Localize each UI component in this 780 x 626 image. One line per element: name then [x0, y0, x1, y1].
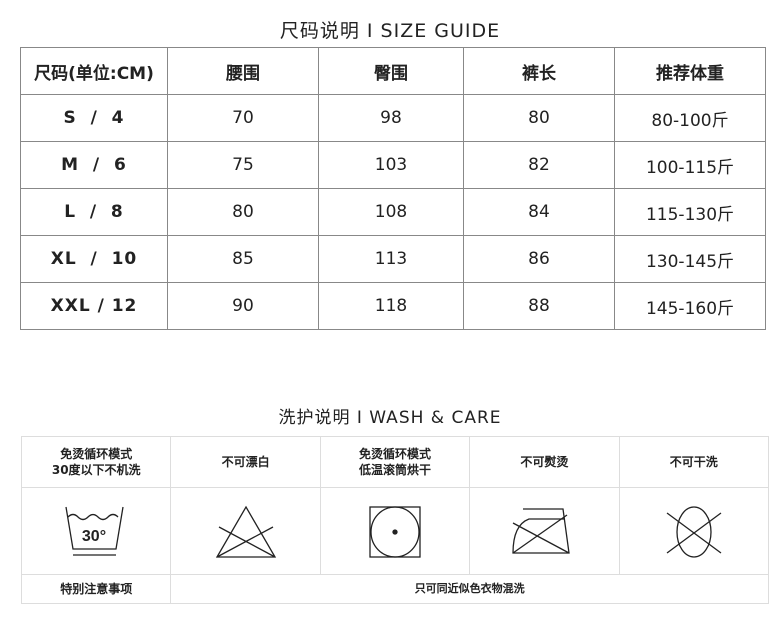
value-cell: 118 — [318, 282, 464, 330]
table-row: XXL / 12 90 118 88 145-160斤 — [20, 282, 766, 330]
note-text: 只可同近似色衣物混洗 — [170, 574, 769, 604]
size-cell: XL / 10 — [20, 235, 168, 283]
value-cell: 130-145斤 — [614, 235, 766, 283]
no-bleach-icon — [215, 505, 276, 558]
value-cell: 80-100斤 — [614, 94, 766, 142]
care-icon-row: 30° — [20, 487, 770, 575]
care-label-line: 30度以下不机洗 — [51, 463, 141, 477]
care-note-row: 特别注意事项 只可同近似色衣物混洗 — [20, 574, 769, 604]
size-cell: L / 8 — [20, 188, 168, 236]
header-cell: 尺码(单位:CM) — [20, 47, 168, 95]
wash-care-table: 免烫循环模式 30度以下不机洗 不可漂白 免烫循环模式 低温滚筒烘干 不可熨烫 不可… — [20, 436, 770, 604]
value-cell: 88 — [463, 282, 615, 330]
note-label: 特别注意事项 — [20, 574, 172, 604]
care-label-line: 免烫循环模式 — [358, 447, 431, 461]
size-cell: XXL / 12 — [20, 282, 168, 330]
value-cell: 70 — [167, 94, 319, 142]
value-cell: 115-130斤 — [614, 188, 766, 236]
care-label-line: 不可干洗 — [669, 455, 718, 469]
care-label-row: 免烫循环模式 30度以下不机洗 不可漂白 免烫循环模式 低温滚筒烘干 不可熨烫 不可… — [20, 436, 770, 488]
hand-wash-30-icon: 30° — [65, 506, 124, 556]
value-cell: 103 — [318, 141, 464, 189]
value-cell: 86 — [463, 235, 615, 283]
value-cell: 82 — [463, 141, 615, 189]
no-dry-clean-icon — [666, 506, 722, 558]
value-cell: 98 — [318, 94, 464, 142]
care-label: 免烫循环模式 30度以下不机洗 — [20, 436, 172, 488]
size-cell: S / 4 — [20, 94, 168, 142]
svg-text:30°: 30° — [82, 528, 106, 545]
table-header-row: 尺码(单位:CM) 腰围 臀围 裤长 推荐体重 — [20, 47, 766, 95]
size-guide-title: 尺码说明 I SIZE GUIDE — [279, 20, 501, 42]
care-label: 不可熨烫 — [469, 436, 620, 488]
size-guide-table: 尺码(单位:CM) 腰围 臀围 裤长 推荐体重 S / 4 70 98 80 80-10… — [20, 47, 766, 330]
table-row: XL / 10 85 113 86 130-145斤 — [20, 235, 766, 283]
care-label-line: 免烫循环模式 — [60, 447, 133, 461]
table-row: S / 4 70 98 80 80-100斤 — [20, 94, 766, 142]
table-row: M / 6 75 103 82 100-115斤 — [20, 141, 766, 189]
size-cell: M / 6 — [20, 141, 168, 189]
care-label: 免烫循环模式 低温滚筒烘干 — [319, 436, 471, 488]
care-label-line: 低温滚筒烘干 — [358, 463, 431, 477]
value-cell: 75 — [167, 141, 319, 189]
value-cell: 80 — [463, 94, 615, 142]
tumble-dry-low-icon — [369, 506, 421, 558]
value-cell: 84 — [463, 188, 615, 236]
header-cell: 裤长 — [463, 47, 615, 95]
value-cell: 145-160斤 — [614, 282, 766, 330]
care-label: 不可漂白 — [170, 436, 321, 488]
care-label-line: 不可熨烫 — [520, 455, 569, 469]
value-cell: 113 — [318, 235, 464, 283]
header-cell: 臀围 — [318, 47, 464, 95]
header-cell: 腰围 — [167, 47, 319, 95]
table-row: L / 8 80 108 84 115-130斤 — [20, 188, 766, 236]
wash-care-title: 洗护说明 I WASH & CARE — [278, 408, 502, 428]
value-cell: 108 — [318, 188, 464, 236]
value-cell: 85 — [167, 235, 319, 283]
care-label: 不可干洗 — [618, 436, 770, 488]
care-label-line: 不可漂白 — [221, 455, 270, 469]
value-cell: 80 — [167, 188, 319, 236]
header-cell: 推荐体重 — [614, 47, 766, 95]
no-iron-icon — [512, 508, 571, 554]
value-cell: 100-115斤 — [614, 141, 766, 189]
value-cell: 90 — [167, 282, 319, 330]
